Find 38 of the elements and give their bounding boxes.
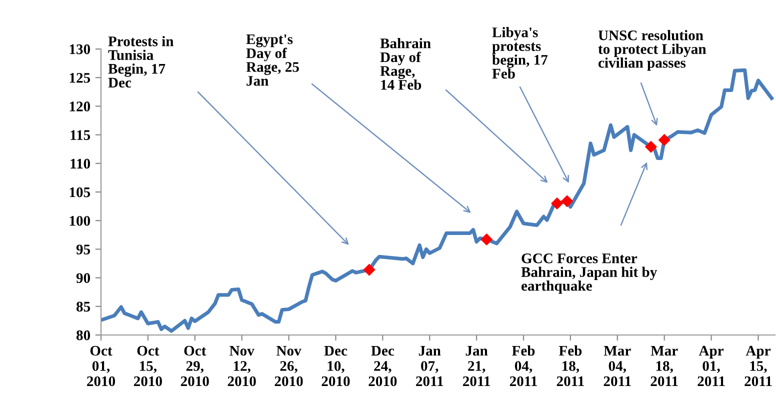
x-tick-label: Oct 01, 2010 bbox=[87, 346, 116, 386]
x-tick-label: Feb 04, 2011 bbox=[510, 345, 537, 386]
x-tick-label: Mar 18, 2011 bbox=[650, 346, 678, 386]
point bbox=[550, 197, 564, 210]
x-tick-label: Dec 10, 2010 bbox=[322, 346, 350, 386]
y-tick-label: 120 bbox=[70, 102, 90, 112]
x-tick-label: Nov 26, 2010 bbox=[274, 346, 303, 386]
x-tick-label: Nov 12, 2010 bbox=[228, 346, 256, 386]
y-tick-label: 105 bbox=[70, 187, 90, 198]
x-tick-label: Feb 18, 2011 bbox=[556, 345, 584, 386]
annotation: Bahrain Day of Rage, 14 Feb bbox=[380, 38, 431, 90]
point bbox=[644, 140, 657, 153]
y-tick-label: 85 bbox=[76, 302, 90, 312]
x-tick-label: Jan 07, 2011 bbox=[416, 346, 444, 386]
point bbox=[561, 195, 574, 208]
y-tick-label: 130 bbox=[70, 44, 90, 54]
y-tick-label: 90 bbox=[76, 273, 90, 284]
annotation: Egypt's Day of Rage, 25 Jan bbox=[246, 34, 299, 86]
annotation: Protests in Tunisia Begin, 17 Dec bbox=[108, 36, 174, 88]
y-tick-label: 110 bbox=[70, 158, 90, 169]
x-tick-label: Dec 24, 2010 bbox=[368, 346, 397, 386]
annotation: GCC Forces Enter Bahrain, Japan hit by earthquake bbox=[521, 253, 658, 294]
x-tick-label: Apr 01, 2011 bbox=[698, 346, 725, 386]
x-tick-label: Oct 29, 2010 bbox=[180, 346, 209, 386]
x-tick-label: Jan 21, 2011 bbox=[462, 346, 490, 386]
x-tick-label: Oct 15, 2010 bbox=[134, 346, 162, 386]
y-tick-label: 80 bbox=[76, 330, 90, 340]
point bbox=[480, 233, 493, 246]
x-tick-label: Mar 04, 2011 bbox=[604, 346, 631, 386]
y-tick-label: 95 bbox=[76, 244, 90, 254]
annotation: Libya's protests begin, 17 Feb bbox=[492, 27, 548, 79]
y-tick-label: 100 bbox=[70, 216, 90, 226]
y-tick-label: 125 bbox=[70, 73, 90, 83]
annotation: UNSC resolution to protect Libyan civilian passes bbox=[598, 30, 706, 71]
point bbox=[363, 264, 376, 276]
y-tick-label: 115 bbox=[70, 130, 90, 140]
point bbox=[658, 134, 670, 146]
x-tick-label: Apr 15, 2011 bbox=[744, 346, 772, 386]
